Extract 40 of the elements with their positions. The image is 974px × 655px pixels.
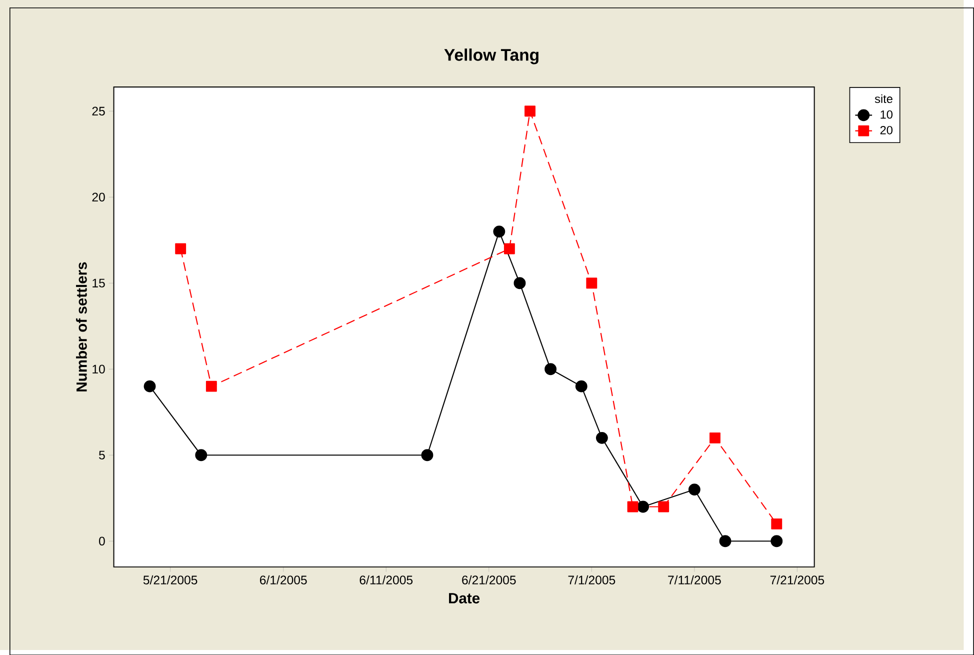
chart-title: Yellow Tang	[444, 48, 538, 64]
x-tick-label: 6/11/2005	[360, 575, 413, 584]
y-axis-title: Number of settlers	[76, 262, 87, 392]
point	[596, 432, 608, 444]
x-tick-label: 7/11/2005	[668, 575, 721, 584]
point	[688, 483, 700, 496]
x-tick-label: 6/21/2005	[462, 575, 516, 584]
x-tick-label: 7/1/2005	[568, 575, 616, 584]
y-tick-label: 15	[92, 278, 105, 288]
point	[710, 432, 720, 444]
point	[770, 534, 783, 547]
x-axis-title: Date	[449, 592, 480, 604]
legend-label: 20	[880, 126, 893, 134]
point	[575, 380, 588, 392]
x-tick-label: 5/21/2005	[143, 575, 198, 584]
y-tick-label: 20	[92, 192, 105, 202]
y-tick-label: 5	[99, 450, 105, 460]
legend-label: 10	[880, 110, 893, 118]
point	[206, 380, 217, 392]
point	[493, 225, 506, 238]
point	[514, 276, 526, 289]
y-tick-label: 25	[92, 106, 105, 116]
point	[175, 243, 186, 254]
point	[144, 380, 156, 392]
point	[719, 534, 732, 547]
point	[637, 500, 650, 513]
point	[504, 243, 515, 254]
point	[627, 501, 638, 512]
point	[544, 362, 557, 375]
point	[195, 448, 208, 461]
point	[771, 518, 782, 530]
y-tick-label: 0	[99, 536, 105, 546]
point	[421, 448, 434, 461]
x-tick-label: 6/1/2005	[260, 575, 307, 584]
x-tick-label: 7/21/2005	[770, 575, 824, 584]
legend-title: site	[874, 94, 892, 103]
y-tick-label: 10	[92, 364, 105, 374]
point	[586, 277, 598, 288]
point	[658, 501, 670, 512]
point	[524, 105, 536, 116]
